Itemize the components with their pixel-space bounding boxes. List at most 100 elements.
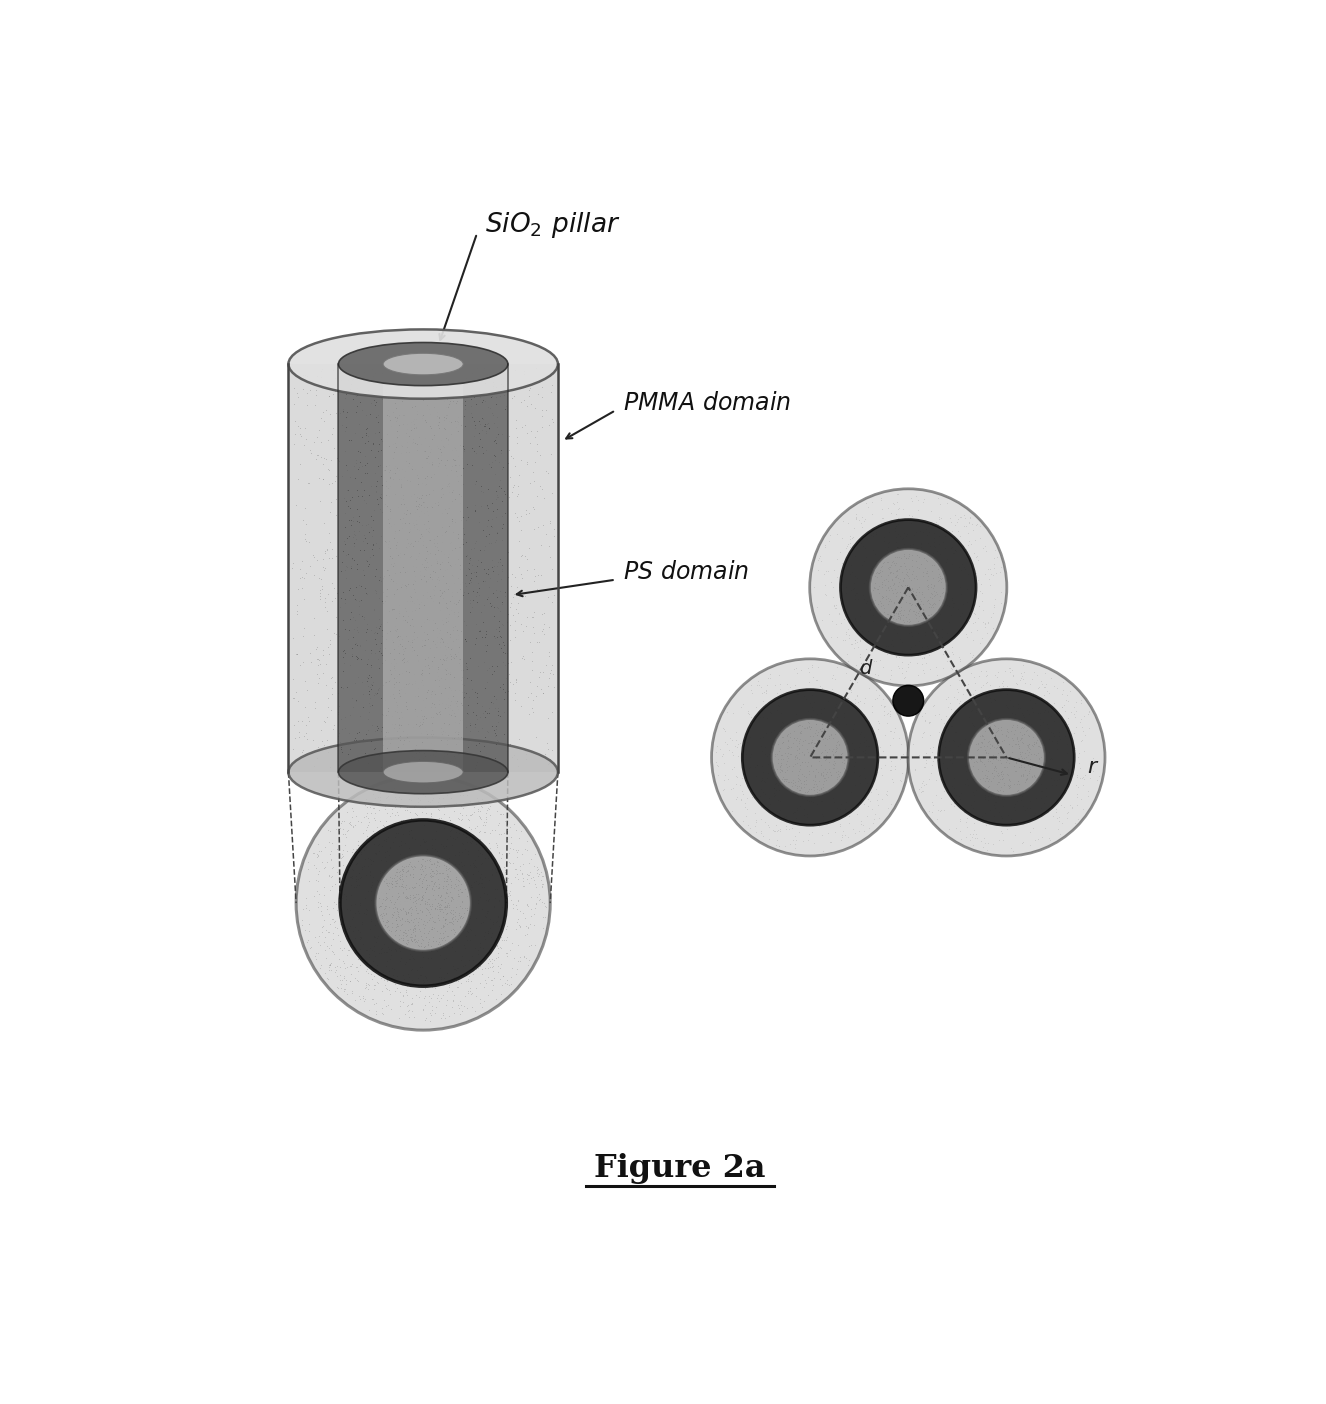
Point xyxy=(411,456,432,479)
Point xyxy=(813,776,834,799)
Point xyxy=(460,876,481,899)
Point xyxy=(948,556,969,578)
Point xyxy=(728,744,749,767)
Point xyxy=(477,900,499,922)
Point xyxy=(878,590,899,612)
Point xyxy=(869,629,890,651)
Point xyxy=(926,514,947,536)
Point xyxy=(1029,675,1050,698)
Point xyxy=(335,855,357,878)
Point xyxy=(949,583,971,605)
Point xyxy=(442,995,463,1018)
Point xyxy=(788,767,809,789)
Point xyxy=(434,409,455,431)
Point xyxy=(900,594,922,616)
Point xyxy=(440,889,461,911)
Point xyxy=(850,532,871,555)
Point xyxy=(410,868,431,890)
Point xyxy=(350,746,371,768)
Point xyxy=(423,723,444,746)
Point xyxy=(447,591,468,614)
Point xyxy=(383,584,404,607)
Point xyxy=(846,616,867,639)
Point xyxy=(455,357,476,379)
Point xyxy=(447,605,468,628)
Point xyxy=(744,705,765,727)
Point xyxy=(815,560,837,583)
Point xyxy=(377,423,398,445)
Point xyxy=(334,965,355,987)
Point xyxy=(880,660,902,682)
Point xyxy=(536,654,557,677)
Point xyxy=(1042,774,1063,796)
Point xyxy=(369,640,390,663)
Point xyxy=(382,359,403,382)
Point xyxy=(495,885,516,907)
Point xyxy=(424,646,446,668)
Point xyxy=(444,410,465,432)
Point xyxy=(776,673,797,695)
Point xyxy=(403,555,424,577)
Point xyxy=(312,358,333,380)
Point xyxy=(451,855,472,878)
Point xyxy=(389,928,410,951)
Point xyxy=(322,717,343,740)
Point xyxy=(402,892,423,914)
Point xyxy=(363,508,385,531)
Point xyxy=(1073,767,1094,789)
Point xyxy=(428,382,450,404)
Point xyxy=(400,936,422,959)
Point xyxy=(786,746,808,768)
Point xyxy=(383,657,404,680)
Point xyxy=(455,628,476,650)
Point xyxy=(328,722,349,744)
Point xyxy=(991,592,1012,615)
Point xyxy=(475,744,496,767)
Point xyxy=(927,566,948,588)
Point xyxy=(385,366,406,389)
Point xyxy=(310,490,332,512)
Point xyxy=(923,531,944,553)
Point xyxy=(440,936,461,959)
Point xyxy=(396,984,418,1007)
Point xyxy=(452,687,473,709)
Point xyxy=(1012,750,1033,772)
Point xyxy=(332,842,353,865)
Point xyxy=(831,824,853,847)
Point xyxy=(361,656,382,678)
Point xyxy=(463,439,484,462)
Point xyxy=(334,956,355,979)
Point xyxy=(386,858,407,880)
Point xyxy=(493,512,514,535)
Point xyxy=(469,747,491,769)
Point xyxy=(402,636,423,658)
Point xyxy=(875,635,896,657)
Point xyxy=(879,556,900,578)
Point xyxy=(797,781,818,803)
Point xyxy=(1082,760,1103,782)
Point xyxy=(379,804,400,827)
Point xyxy=(500,733,521,755)
Point xyxy=(789,795,810,817)
Point xyxy=(383,717,404,740)
Point xyxy=(827,762,849,785)
Point xyxy=(406,795,427,817)
Point xyxy=(992,779,1013,802)
Point xyxy=(830,813,851,835)
Point xyxy=(476,379,497,402)
Point xyxy=(330,969,351,991)
Point xyxy=(796,688,817,710)
Point xyxy=(430,792,451,814)
Point xyxy=(434,837,455,859)
Point xyxy=(845,796,866,819)
Point xyxy=(459,712,480,734)
Point xyxy=(359,695,381,717)
Point xyxy=(435,908,456,931)
Point xyxy=(342,865,363,887)
Point xyxy=(1012,667,1033,689)
Point xyxy=(338,858,359,880)
Point xyxy=(1040,796,1061,819)
Point xyxy=(468,410,489,432)
Point xyxy=(1052,678,1073,701)
Point xyxy=(461,580,483,602)
